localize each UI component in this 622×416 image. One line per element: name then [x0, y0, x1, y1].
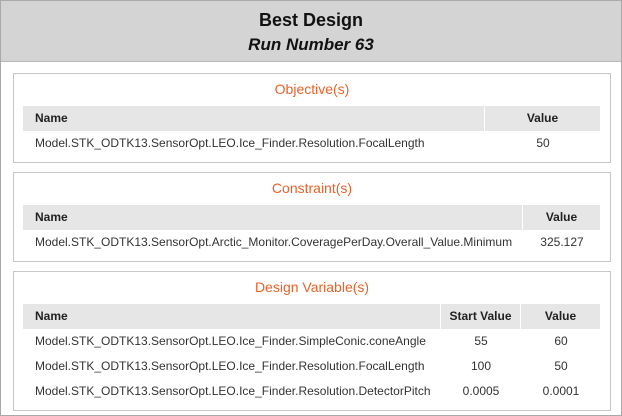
table-cell: Model.STK_ODTK13.SensorOpt.LEO.Ice_Finde… — [35, 359, 425, 373]
table-cell: Model.STK_ODTK13.SensorOpt.LEO.Ice_Finde… — [35, 136, 425, 150]
table-cell: 50 — [554, 359, 568, 373]
column-header: Start Value — [441, 304, 521, 329]
table-cell: Model.STK_ODTK13.SensorOpt.LEO.Ice_Finde… — [35, 334, 426, 348]
section: Objective(s) Name Value Model.STK_ODTK13.Se… — [13, 73, 611, 163]
table-cell: Model.STK_ODTK13.SensorOpt.Arctic_Monito… — [35, 235, 513, 249]
section: Design Variable(s) Name Start Value Value Mo… — [13, 271, 611, 411]
section-title: Design Variable(s) — [254, 279, 370, 295]
table-cell: 0.0005 — [462, 384, 500, 398]
header: Best Design Run Number 63 — [1, 1, 621, 62]
section: Constraint(s) Name Value Model.STK_ODTK13.S… — [13, 172, 611, 262]
column-header: Name — [23, 304, 441, 329]
subtitle: Run Number 63 — [248, 35, 374, 54]
column-header: Value — [523, 205, 601, 230]
column-header: Value — [485, 106, 601, 131]
title: Best Design — [258, 10, 364, 30]
section-title: Constraint(s) — [271, 180, 353, 196]
table-cell: 325.127 — [540, 235, 584, 249]
table-cell: 60 — [554, 334, 568, 348]
column-header: Name — [23, 106, 485, 131]
column-header: Name — [23, 205, 523, 230]
column-header: Value — [521, 304, 601, 329]
table-cell: 100 — [470, 359, 492, 373]
section-title: Objective(s) — [274, 81, 350, 97]
table-cell: Model.STK_ODTK13.SensorOpt.LEO.Ice_Finde… — [35, 384, 431, 398]
table-cell: 50 — [536, 136, 550, 150]
table-cell: 0.0001 — [542, 384, 580, 398]
table-cell: 55 — [474, 334, 488, 348]
